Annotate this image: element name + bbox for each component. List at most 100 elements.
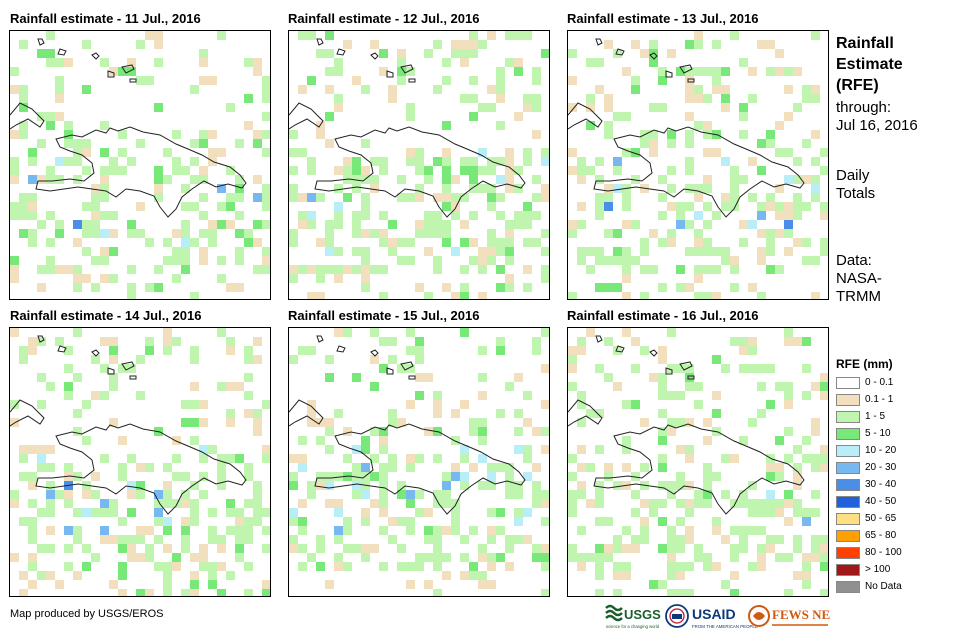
rainfall-cell — [622, 193, 631, 202]
rainfall-cell — [712, 292, 721, 299]
rainfall-cell — [46, 31, 55, 40]
rainfall-map-12-jul — [288, 30, 550, 300]
rainfall-cell — [82, 436, 91, 445]
rainfall-cell — [613, 166, 622, 175]
rainfall-cell — [568, 382, 577, 391]
through-date: Jul 16, 2016 — [836, 117, 918, 134]
rainfall-cell — [379, 364, 388, 373]
rainfall-cell — [694, 85, 703, 94]
rainfall-cell — [406, 67, 415, 76]
rainfall-cell — [712, 409, 721, 418]
rainfall-cell — [208, 526, 217, 535]
rainfall-cell — [595, 175, 604, 184]
rainfall-cell — [325, 49, 334, 58]
rainfall-cell — [604, 517, 613, 526]
rainfall-cell — [775, 202, 784, 211]
rainfall-cell — [739, 346, 748, 355]
rainfall-cell — [109, 274, 118, 283]
rainfall-cell — [397, 58, 406, 67]
rainfall-cell — [757, 166, 766, 175]
rainfall-cell — [469, 175, 478, 184]
rainfall-cell — [10, 211, 19, 220]
rainfall-cell — [289, 355, 298, 364]
rainfall-cell — [568, 454, 577, 463]
rainfall-cell — [622, 544, 631, 553]
rainfall-cell — [370, 355, 379, 364]
rainfall-cell — [361, 445, 370, 454]
rainfall-cell — [784, 148, 793, 157]
rainfall-cell — [694, 265, 703, 274]
rainfall-cell — [433, 157, 442, 166]
rainfall-cell — [658, 382, 667, 391]
data-source-block: Data: NASA- TRMM — [836, 252, 882, 306]
rainfall-cell — [703, 121, 712, 130]
rainfall-cell — [262, 112, 270, 121]
rainfall-cell — [208, 148, 217, 157]
rainfall-cell — [244, 391, 253, 400]
rainfall-cell — [172, 472, 181, 481]
rainfall-cell — [253, 58, 262, 67]
rainfall-cell — [685, 382, 694, 391]
rainfall-cell — [55, 265, 64, 274]
rainfall-cell — [658, 373, 667, 382]
rainfall-cell — [595, 553, 604, 562]
coastline-path — [679, 361, 693, 371]
rainfall-cell — [172, 274, 181, 283]
rainfall-cell — [811, 292, 820, 299]
rainfall-cell — [361, 202, 370, 211]
rainfall-cell — [46, 445, 55, 454]
rainfall-cell — [46, 382, 55, 391]
rainfall-cell — [748, 481, 757, 490]
rainfall-cell — [235, 247, 244, 256]
rainfall-cell — [82, 229, 91, 238]
rainfall-cell — [406, 400, 415, 409]
rainfall-cell — [775, 553, 784, 562]
legend-swatch — [836, 428, 860, 440]
rainfall-cell — [37, 508, 46, 517]
rainfall-cell — [685, 454, 694, 463]
rainfall-cell — [667, 166, 676, 175]
rainfall-cell — [82, 400, 91, 409]
rainfall-cell — [739, 103, 748, 112]
rainfall-cell — [793, 175, 802, 184]
rainfall-cell — [424, 526, 433, 535]
rainfall-cell — [46, 211, 55, 220]
rainfall-cell — [442, 58, 451, 67]
rainfall-cell — [19, 103, 28, 112]
rainfall-cell — [109, 67, 118, 76]
rainfall-cell — [631, 175, 640, 184]
rainfall-cell — [262, 184, 270, 193]
rainfall-cell — [766, 193, 775, 202]
rainfall-cell — [172, 337, 181, 346]
rainfall-cell — [235, 544, 244, 553]
rainfall-cell — [460, 265, 469, 274]
rainfall-cell — [793, 445, 802, 454]
rainfall-cell — [595, 202, 604, 211]
rainfall-cell — [496, 526, 505, 535]
rainfall-cell — [118, 571, 127, 580]
rainfall-cell — [658, 67, 667, 76]
rainfall-cell — [496, 337, 505, 346]
rainfall-cell — [451, 517, 460, 526]
rainfall-cell — [325, 229, 334, 238]
rainfall-cell — [100, 364, 109, 373]
rainfall-cell — [352, 229, 361, 238]
rainfall-cell — [775, 211, 784, 220]
rainfall-cell — [694, 31, 703, 40]
rainfall-cell — [586, 499, 595, 508]
rainfall-cell — [91, 508, 100, 517]
rainfall-cell — [568, 148, 577, 157]
rainfall-cell — [379, 481, 388, 490]
rainfall-cell — [442, 571, 451, 580]
rainfall-cell — [739, 526, 748, 535]
rainfall-cell — [244, 238, 253, 247]
rainfall-cell — [478, 418, 487, 427]
rainfall-cell — [676, 481, 685, 490]
rainfall-cell — [748, 508, 757, 517]
rainfall-cell — [766, 130, 775, 139]
rainfall-cell — [325, 373, 334, 382]
rainfall-cell — [577, 562, 586, 571]
rainfall-cell — [406, 103, 415, 112]
rainfall-cell — [721, 247, 730, 256]
rainfall-cell — [415, 391, 424, 400]
